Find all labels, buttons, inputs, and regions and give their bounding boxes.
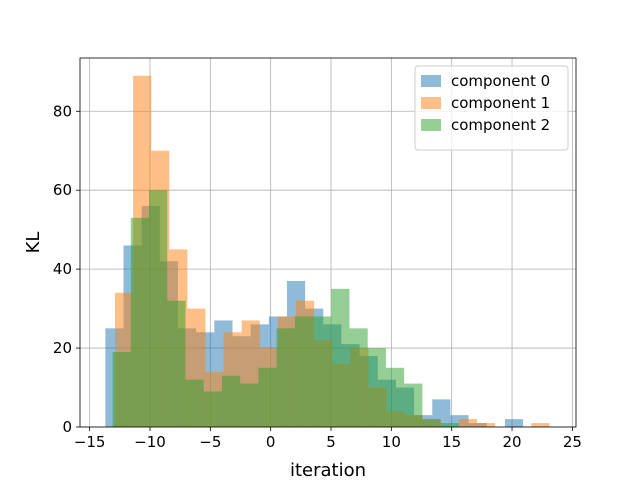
legend-swatch bbox=[421, 119, 441, 131]
x-tick-label: 5 bbox=[326, 433, 336, 451]
legend: component 0 component 1 component 2 bbox=[414, 65, 569, 151]
series-2-bars bbox=[112, 190, 459, 427]
x-tick-label: −5 bbox=[199, 433, 221, 451]
histogram-bar bbox=[130, 217, 150, 427]
histogram-bar bbox=[276, 328, 295, 427]
histogram-bar bbox=[258, 367, 277, 427]
y-axis-ticks: 0 20 40 60 80 bbox=[53, 102, 80, 436]
histogram-bar bbox=[167, 300, 186, 427]
legend-label: component 2 bbox=[451, 116, 550, 134]
histogram-bar bbox=[221, 375, 241, 427]
histogram-bar bbox=[149, 190, 168, 427]
histogram-bars bbox=[105, 75, 550, 427]
histogram-bar bbox=[440, 423, 459, 427]
histogram-bar bbox=[385, 367, 405, 427]
legend-label: component 1 bbox=[451, 94, 550, 112]
x-tick-label: −15 bbox=[74, 433, 106, 451]
histogram-bar bbox=[112, 352, 131, 427]
axes-frame bbox=[79, 57, 577, 428]
histogram-bar bbox=[185, 379, 204, 427]
histogram-bar bbox=[203, 391, 222, 427]
histogram-bar bbox=[422, 419, 441, 427]
y-axis-label: KL bbox=[23, 232, 44, 254]
y-tick-label: 0 bbox=[62, 418, 72, 436]
histogram-bar bbox=[349, 328, 368, 427]
x-tick-label: 0 bbox=[266, 433, 276, 451]
y-tick-label: 60 bbox=[53, 181, 72, 199]
x-axis-ticks: −15 −10 −5 0 5 10 15 20 25 bbox=[74, 427, 582, 451]
histogram-bar bbox=[477, 423, 496, 427]
histogram-bar bbox=[504, 419, 524, 427]
histogram-bar bbox=[458, 419, 478, 427]
legend-label: component 0 bbox=[451, 72, 550, 90]
x-tick-label: 15 bbox=[442, 433, 461, 451]
y-tick-label: 20 bbox=[53, 339, 72, 357]
y-tick-label: 40 bbox=[53, 260, 72, 278]
x-axis-label: iteration bbox=[290, 460, 366, 480]
x-tick-label: 10 bbox=[382, 433, 401, 451]
legend-swatch bbox=[421, 97, 441, 109]
y-tick-label: 80 bbox=[53, 102, 72, 120]
histogram-bar bbox=[294, 316, 314, 427]
histogram-bar bbox=[331, 288, 350, 427]
legend-frame bbox=[414, 65, 569, 151]
histogram-bar bbox=[240, 383, 259, 427]
histogram-bar bbox=[404, 383, 423, 427]
histogram-bar bbox=[313, 316, 332, 427]
x-tick-label: 20 bbox=[502, 433, 521, 451]
histogram-bar bbox=[367, 348, 386, 427]
legend-swatch bbox=[421, 75, 441, 87]
histogram-bar bbox=[531, 423, 550, 427]
x-tick-label: 25 bbox=[563, 433, 582, 451]
x-tick-label: −10 bbox=[134, 433, 166, 451]
